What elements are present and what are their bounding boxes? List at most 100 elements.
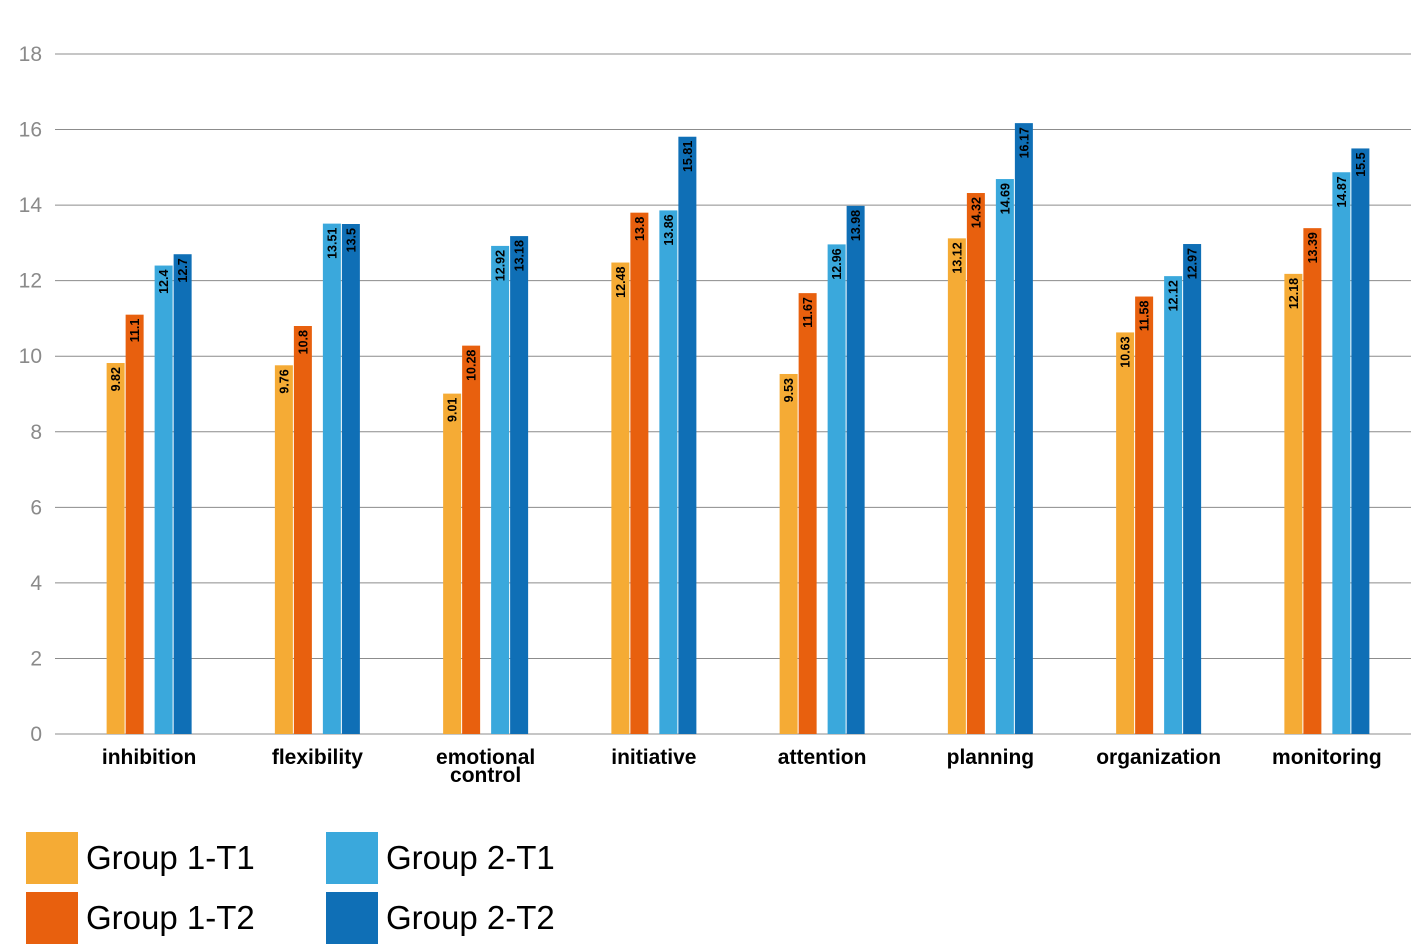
data-label-group-2-t2-inhibition: 12.7 xyxy=(176,258,190,282)
bar-group-1-t2-attention xyxy=(799,293,817,734)
legend-swatch-group-1-t1 xyxy=(26,832,78,884)
x-tick-label-initiative: initiative xyxy=(611,746,696,769)
y-tick-label-6: 6 xyxy=(30,496,42,519)
x-tick-label-planning: planning xyxy=(947,746,1035,769)
data-label-group-1-t2-initiative: 13.8 xyxy=(633,217,647,241)
legend-label-group-2-t2: Group 2-T2 xyxy=(386,899,555,937)
bar-group-1-t1-attention xyxy=(780,374,798,734)
data-label-group-1-t1-emotional-control: 9.01 xyxy=(446,398,460,422)
y-tick-label-18: 18 xyxy=(19,43,42,66)
data-label-group-2-t1-emotional-control: 12.92 xyxy=(494,250,508,281)
legend: Group 1-T1 Group 1-T2 Group 2-T1 Group 2… xyxy=(0,830,700,945)
data-label-group-2-t2-planning: 16.17 xyxy=(1017,127,1031,158)
bar-group-2-t1-initiative xyxy=(659,210,677,734)
bar-group-2-t2-flexibility xyxy=(342,224,360,734)
y-tick-label-14: 14 xyxy=(19,194,43,217)
bar-group-2-t2-monitoring xyxy=(1351,148,1369,734)
data-label-group-1-t1-monitoring: 12.18 xyxy=(1287,278,1301,309)
gridlines xyxy=(55,54,1411,734)
data-label-group-1-t2-attention: 11.67 xyxy=(801,297,815,328)
bar-group-2-t2-inhibition xyxy=(174,254,192,734)
bars xyxy=(107,123,1370,734)
bar-group-1-t1-inhibition xyxy=(107,363,125,734)
y-tick-label-12: 12 xyxy=(19,270,42,293)
data-label-group-1-t1-planning: 13.12 xyxy=(950,242,964,273)
data-label-group-2-t1-inhibition: 12.4 xyxy=(157,270,171,294)
y-tick-label-10: 10 xyxy=(19,345,42,368)
data-label-group-2-t2-organization: 12.97 xyxy=(1186,248,1200,279)
data-label-group-2-t1-initiative: 13.86 xyxy=(662,214,676,245)
y-axis-ticks: 0 2 4 6 8 10 12 14 16 18 xyxy=(19,43,43,746)
data-label-group-2-t1-attention: 12.96 xyxy=(830,248,844,279)
data-label-group-2-t1-organization: 12.12 xyxy=(1167,280,1181,311)
bar-group-2-t1-monitoring xyxy=(1332,172,1350,734)
data-label-group-1-t2-flexibility: 10.8 xyxy=(296,330,310,354)
y-tick-label-8: 8 xyxy=(30,421,42,444)
legend-label-group-1-t1: Group 1-T1 xyxy=(86,839,255,877)
x-tick-label-flexibility: flexibility xyxy=(272,746,363,769)
data-label-group-1-t1-organization: 10.63 xyxy=(1119,336,1133,367)
data-label-group-2-t2-initiative: 15.81 xyxy=(681,141,695,172)
legend-label-group-2-t1: Group 2-T1 xyxy=(386,839,555,877)
data-label-group-2-t2-flexibility: 13.5 xyxy=(344,228,358,252)
bar-group-1-t2-organization xyxy=(1135,297,1153,734)
y-tick-label-2: 2 xyxy=(30,647,42,670)
bar-group-2-t2-emotional-control xyxy=(510,236,528,734)
legend-item-group-1-t1: Group 1-T1 xyxy=(26,832,255,884)
bar-group-1-t2-emotional-control xyxy=(462,346,480,734)
legend-item-group-2-t2: Group 2-T2 xyxy=(326,892,555,944)
x-tick-label-attention: attention xyxy=(778,746,867,769)
data-label-group-2-t1-planning: 14.69 xyxy=(998,183,1012,214)
bar-group-2-t1-inhibition xyxy=(155,266,173,734)
data-label-group-1-t2-emotional-control: 10.28 xyxy=(465,350,479,381)
bar-group-2-t1-flexibility xyxy=(323,224,341,734)
bar-group-2-t2-organization xyxy=(1183,244,1201,734)
bar-group-2-t2-initiative xyxy=(678,137,696,734)
data-label-group-2-t2-attention: 13.98 xyxy=(849,210,863,241)
bar-group-1-t1-initiative xyxy=(611,263,629,734)
legend-item-group-2-t1: Group 2-T1 xyxy=(326,832,555,884)
bar-group-2-t2-planning xyxy=(1015,123,1033,734)
data-label-group-1-t1-flexibility: 9.76 xyxy=(277,369,291,393)
legend-swatch-group-1-t2 xyxy=(26,892,78,944)
bar-group-2-t1-planning xyxy=(996,179,1014,734)
bar-group-2-t1-organization xyxy=(1164,276,1182,734)
data-label-group-1-t2-monitoring: 13.39 xyxy=(1306,232,1320,263)
x-axis-ticks: inhibition flexibility emotional control ini… xyxy=(102,746,1382,787)
bar-group-1-t2-flexibility xyxy=(294,326,312,734)
bar-group-1-t1-emotional-control xyxy=(443,394,461,734)
bar-group-1-t1-organization xyxy=(1116,332,1134,734)
y-tick-label-0: 0 xyxy=(30,723,42,746)
bar-group-1-t1-monitoring xyxy=(1284,274,1302,734)
data-label-group-1-t2-organization: 11.58 xyxy=(1138,300,1152,331)
x-tick-label-organization: organization xyxy=(1096,746,1221,769)
bar-group-1-t2-initiative xyxy=(630,213,648,734)
y-tick-label-4: 4 xyxy=(30,572,42,595)
data-label-group-1-t1-initiative: 12.48 xyxy=(614,266,628,297)
legend-item-group-1-t2: Group 1-T2 xyxy=(26,892,255,944)
data-label-group-1-t1-inhibition: 9.82 xyxy=(109,367,123,391)
data-label-group-2-t1-flexibility: 13.51 xyxy=(325,228,339,259)
y-tick-label-16: 16 xyxy=(19,119,42,142)
data-label-group-1-t1-attention: 9.53 xyxy=(782,378,796,402)
bar-group-1-t2-monitoring xyxy=(1303,228,1321,734)
bar-group-2-t1-attention xyxy=(828,244,846,734)
legend-swatch-group-2-t1 xyxy=(326,832,378,884)
bar-group-1-t2-planning xyxy=(967,193,985,734)
bar-group-1-t1-planning xyxy=(948,238,966,734)
legend-label-group-1-t2: Group 1-T2 xyxy=(86,899,255,937)
data-label-group-1-t2-planning: 14.32 xyxy=(969,197,983,228)
x-tick-label-monitoring: monitoring xyxy=(1272,746,1382,769)
data-label-group-2-t1-monitoring: 14.87 xyxy=(1335,176,1349,207)
bar-group-2-t1-emotional-control xyxy=(491,246,509,734)
bar-chart: 0 2 4 6 8 10 12 14 16 18 9.82 11.1 12.4 12.7 9.76 10.8… xyxy=(0,0,1411,830)
legend-swatch-group-2-t2 xyxy=(326,892,378,944)
data-label-group-2-t2-monitoring: 15.5 xyxy=(1354,152,1368,176)
x-tick-label-inhibition: inhibition xyxy=(102,746,196,769)
data-label-group-1-t2-inhibition: 11.1 xyxy=(128,319,142,343)
bar-group-1-t1-flexibility xyxy=(275,365,293,734)
data-label-group-2-t2-emotional-control: 13.18 xyxy=(513,240,527,271)
x-tick-label-emotional-control: emotional control xyxy=(436,746,535,787)
bar-group-2-t2-attention xyxy=(847,206,865,734)
bar-group-1-t2-inhibition xyxy=(126,315,144,734)
